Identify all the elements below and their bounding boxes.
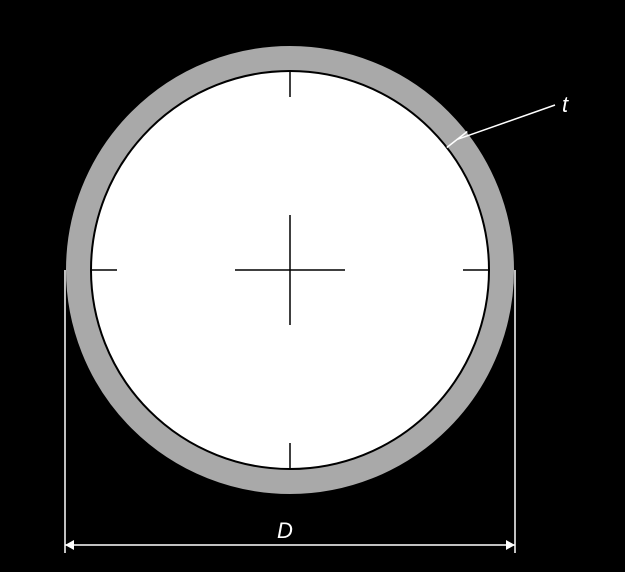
diameter-label: D: [277, 518, 293, 543]
thickness-label: t: [562, 92, 569, 117]
tube-cross-section-diagram: tD: [0, 0, 625, 572]
